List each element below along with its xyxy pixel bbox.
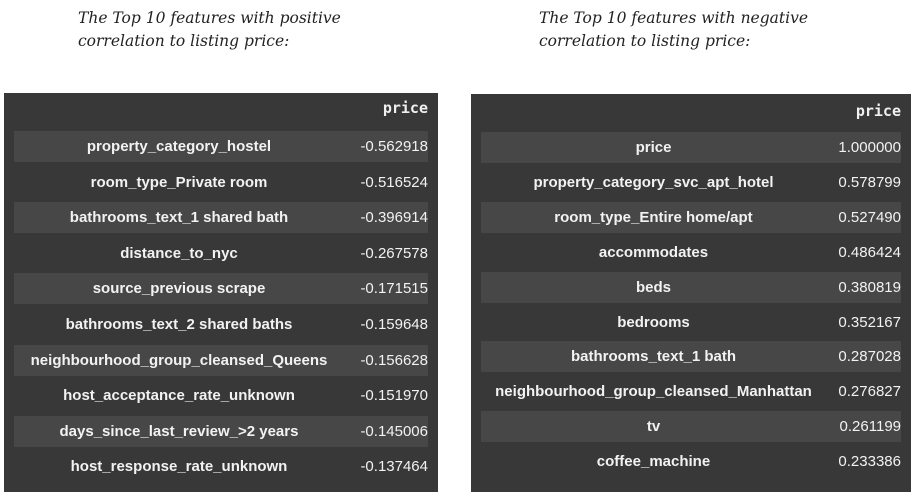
correlation-value: -0.151970: [360, 387, 428, 405]
correlation-value: 0.578799: [838, 173, 901, 191]
correlation-value: 0.276827: [838, 383, 901, 401]
correlation-value: 0.486424: [838, 243, 901, 261]
correlation-value: -0.562918: [360, 138, 428, 155]
feature-name: price: [635, 139, 672, 156]
table-row: bathrooms_text_2 shared baths -0.159648: [14, 309, 428, 340]
table-row: bedrooms 0.352167: [481, 307, 901, 338]
table-row: neighbourhood_group_cleansed_Queens -0.15…: [14, 344, 428, 376]
feature-name: bathrooms_text_2 shared baths: [65, 316, 293, 333]
feature-name: bathrooms_text_1 bath: [570, 348, 737, 366]
feature-name: host_response_rate_unknown: [70, 458, 288, 476]
positive-correlation-caption: The Top 10 features with positive correl…: [78, 9, 341, 50]
table-row: beds 0.380819: [481, 271, 901, 303]
correlation-value: 0.233386: [838, 453, 901, 471]
correlation-value: -0.145006: [360, 422, 428, 440]
correlation-value: -0.171515: [360, 280, 428, 298]
feature-name: neighbourhood_group_cleansed_Queens: [30, 351, 328, 369]
table-row: coffee_machine 0.233386: [481, 446, 901, 477]
feature-name: days_since_last_review_>2 years: [59, 422, 299, 440]
table-row: price 1.000000: [481, 132, 901, 163]
table-row: source_previous scrape -0.171515: [14, 273, 428, 305]
table-row: host_response_rate_unknown -0.137464: [14, 451, 428, 482]
table-row: property_category_svc_apt_hotel 0.578799: [481, 167, 901, 198]
left-correlation-table: price property_category_hostel -0.562918 r…: [4, 93, 438, 492]
feature-name: room_type_Private room: [90, 173, 268, 191]
correlation-value: -0.156628: [360, 351, 428, 369]
correlation-value: 1.000000: [838, 139, 901, 156]
negative-correlation-caption: The Top 10 features with negative correl…: [539, 9, 809, 50]
feature-name: source_previous scrape: [92, 280, 266, 298]
feature-name: property_category_svc_apt_hotel: [533, 173, 774, 191]
correlation-value: 0.287028: [838, 348, 901, 366]
table-row: bathrooms_text_1 shared bath -0.396914: [14, 202, 428, 234]
feature-name: bedrooms: [617, 313, 690, 331]
correlation-value: -0.159648: [360, 316, 428, 333]
correlation-value: -0.137464: [360, 458, 428, 476]
right-table-header: price: [855, 102, 901, 120]
table-row: host_acceptance_rate_unknown -0.151970: [14, 380, 428, 411]
feature-name: neighbourhood_group_cleansed_Manhattan: [495, 383, 812, 401]
feature-name: beds: [635, 278, 671, 296]
table-row: room_type_Private room -0.516524: [14, 167, 428, 198]
table-row: bathrooms_text_1 bath 0.287028: [481, 341, 901, 373]
table-row: accommodates 0.486424: [481, 237, 901, 268]
table-row: property_category_hostel -0.562918: [14, 131, 428, 162]
correlation-value: 0.380819: [838, 278, 901, 296]
feature-name: distance_to_nyc: [120, 244, 238, 262]
correlation-value: -0.267578: [360, 244, 428, 262]
correlation-value: -0.516524: [360, 173, 428, 191]
feature-name: bathrooms_text_1 shared bath: [69, 209, 289, 227]
feature-name: tv: [646, 418, 661, 436]
feature-name: room_type_Entire home/apt: [554, 208, 753, 226]
feature-name: property_category_hostel: [86, 138, 272, 155]
left-table-header: price: [382, 99, 428, 117]
feature-name: coffee_machine: [596, 453, 711, 471]
right-correlation-table: price price 1.000000 property_category_svc…: [471, 94, 911, 492]
correlation-value: 0.527490: [838, 208, 901, 226]
correlation-value: 0.261199: [839, 418, 901, 436]
feature-name: accommodates: [598, 243, 709, 261]
table-row: room_type_Entire home/apt 0.527490: [481, 201, 901, 233]
correlation-value: -0.396914: [360, 209, 428, 227]
table-row: days_since_last_review_>2 years -0.145006: [14, 415, 428, 447]
table-row: tv 0.261199: [481, 411, 901, 443]
table-row: distance_to_nyc -0.267578: [14, 238, 428, 269]
correlation-value: 0.352167: [838, 313, 901, 331]
table-row: neighbourhood_group_cleansed_Manhattan 0.…: [481, 376, 901, 407]
feature-name: host_acceptance_rate_unknown: [63, 387, 295, 405]
